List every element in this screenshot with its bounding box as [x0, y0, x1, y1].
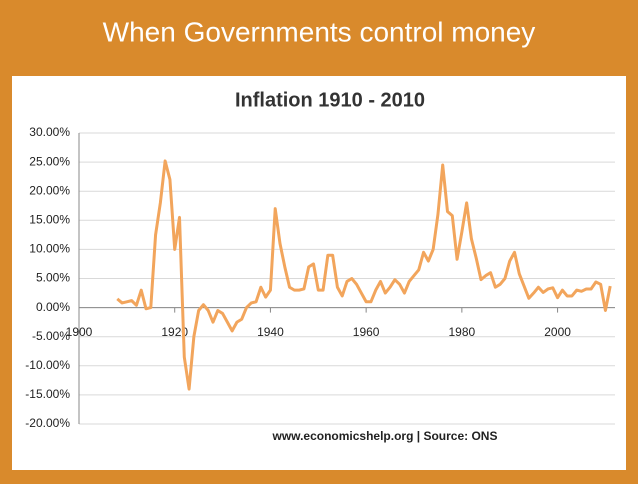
chart-title: Inflation 1910 - 2010 [235, 89, 425, 111]
y-tick-label: 10.00% [29, 242, 70, 256]
y-tick-label: -15.00% [25, 387, 70, 401]
x-tick-label: 1960 [353, 325, 380, 339]
x-tick-label: 1920 [161, 325, 188, 339]
x-tick-label: 2000 [544, 325, 571, 339]
inflation-line [116, 159, 612, 391]
x-tick-label: 1940 [257, 325, 284, 339]
slide-title: When Governments control money [103, 16, 536, 47]
y-tick-label: 5.00% [36, 271, 70, 285]
source: www.economicshelp.org | Source: ONS [272, 429, 498, 443]
y-tick-label: 25.00% [29, 154, 70, 168]
x-tick-label: 1980 [449, 325, 476, 339]
y-tick-label: 30.00% [29, 125, 70, 139]
y-tick-label: -5.00% [32, 329, 70, 343]
chart-panel [12, 76, 626, 470]
y-tick-label: 0.00% [36, 300, 70, 314]
y-tick-label: -20.00% [25, 416, 70, 430]
x-tick-label: 1900 [66, 325, 93, 339]
y-tick-label: 20.00% [29, 183, 70, 197]
y-tick-label: -10.00% [25, 358, 70, 372]
y-tick-label: 15.00% [29, 212, 70, 226]
